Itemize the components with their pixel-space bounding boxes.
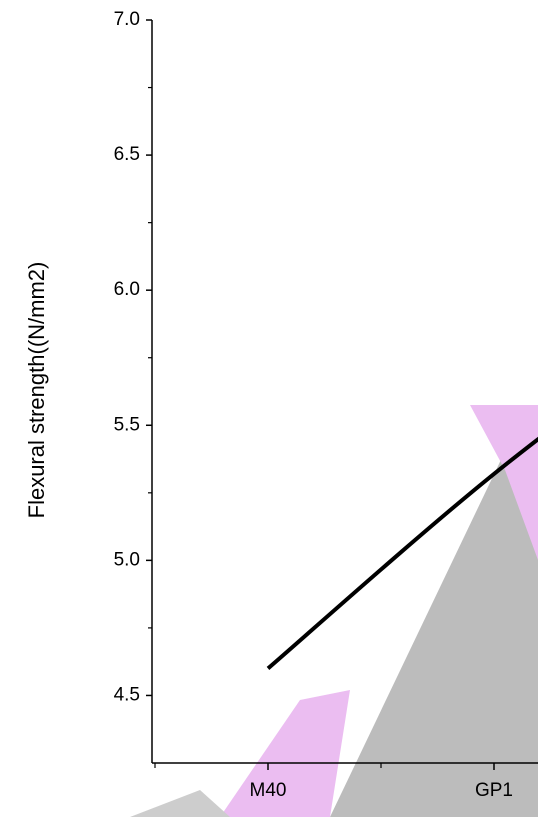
y-tick-label: 7.0: [114, 9, 140, 30]
x-tick-label: M40: [250, 780, 287, 801]
chart: Flexural strength((N/mm2) 4.5 5.0 5.5 6.0 6.…: [0, 0, 538, 817]
y-tick-label: 6.0: [114, 279, 140, 300]
y-axis-label: Flexural strength((N/mm2): [24, 262, 49, 519]
watermark-shape: [330, 420, 538, 817]
y-tick-label: 4.5: [114, 684, 140, 705]
watermark-shape: [130, 790, 230, 817]
page: {"chart_data": {"type": "line", "y_label…: [0, 0, 538, 817]
y-tick-label: 6.5: [114, 144, 140, 165]
x-tick-label: GP1: [475, 780, 513, 801]
y-tick-label: 5.0: [114, 549, 140, 570]
y-tick-label: 5.5: [114, 414, 140, 435]
